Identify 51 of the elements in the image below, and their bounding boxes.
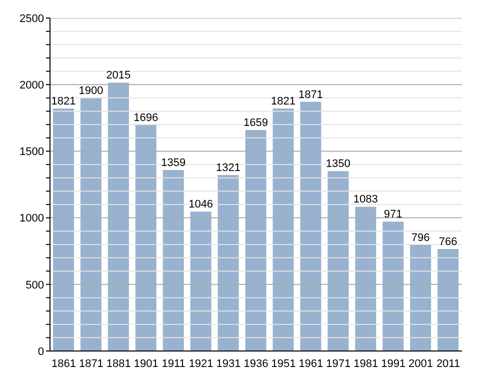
x-tick-label: 1871 <box>78 358 104 370</box>
data-label: 1821 <box>270 95 296 108</box>
data-label: 796 <box>411 232 430 244</box>
x-tick-label: 1931 <box>216 358 241 370</box>
x-tick-label: 1901 <box>134 358 158 370</box>
x-tick-label: 2011 <box>436 358 460 370</box>
data-label: 1821 <box>51 95 76 108</box>
x-tick-label: 1936 <box>244 358 268 370</box>
bar <box>438 248 459 351</box>
data-label: 971 <box>384 208 402 221</box>
bar <box>53 108 74 351</box>
x-tick-label: 1861 <box>51 358 76 370</box>
y-tick-label: 1500 <box>20 146 44 158</box>
x-tick-label: 1881 <box>106 358 131 370</box>
data-label: 2015 <box>106 70 131 82</box>
data-label: 1659 <box>244 117 268 130</box>
x-tick-label: 1991 <box>381 358 406 370</box>
bar <box>218 175 239 351</box>
y-tick-label: 1000 <box>20 212 44 225</box>
data-label: 1871 <box>298 88 323 101</box>
data-label: 1350 <box>326 158 350 170</box>
x-tick-label: 1911 <box>162 358 186 370</box>
data-label: 766 <box>438 236 458 248</box>
y-tick-label: 2500 <box>20 12 44 25</box>
bar <box>162 170 184 351</box>
bar <box>80 98 102 351</box>
y-tick-label: 2000 <box>20 80 44 92</box>
data-label: 1083 <box>353 194 378 206</box>
y-tick-label: 500 <box>26 279 44 292</box>
bar <box>328 171 349 351</box>
bar <box>245 130 266 351</box>
data-label: 1696 <box>134 112 158 124</box>
bar <box>108 82 129 351</box>
x-tick-label: 1921 <box>188 358 214 370</box>
x-tick-label: 1961 <box>298 358 324 370</box>
y-tick-label: 0 <box>38 346 44 358</box>
data-label: 1359 <box>161 156 186 169</box>
x-tick-label: 1951 <box>271 358 296 370</box>
x-tick-label: 2001 <box>408 358 434 370</box>
data-label: 1321 <box>216 162 241 174</box>
x-tick-label: 1981 <box>354 358 378 370</box>
bar <box>272 108 294 351</box>
bar <box>355 206 376 351</box>
bar <box>410 244 432 351</box>
bar <box>190 212 212 351</box>
bar <box>135 125 156 351</box>
data-label: 1900 <box>78 84 104 97</box>
x-tick-label: 1971 <box>326 358 351 370</box>
bar <box>382 222 404 351</box>
bar <box>300 102 322 351</box>
data-label: 1046 <box>188 198 214 211</box>
